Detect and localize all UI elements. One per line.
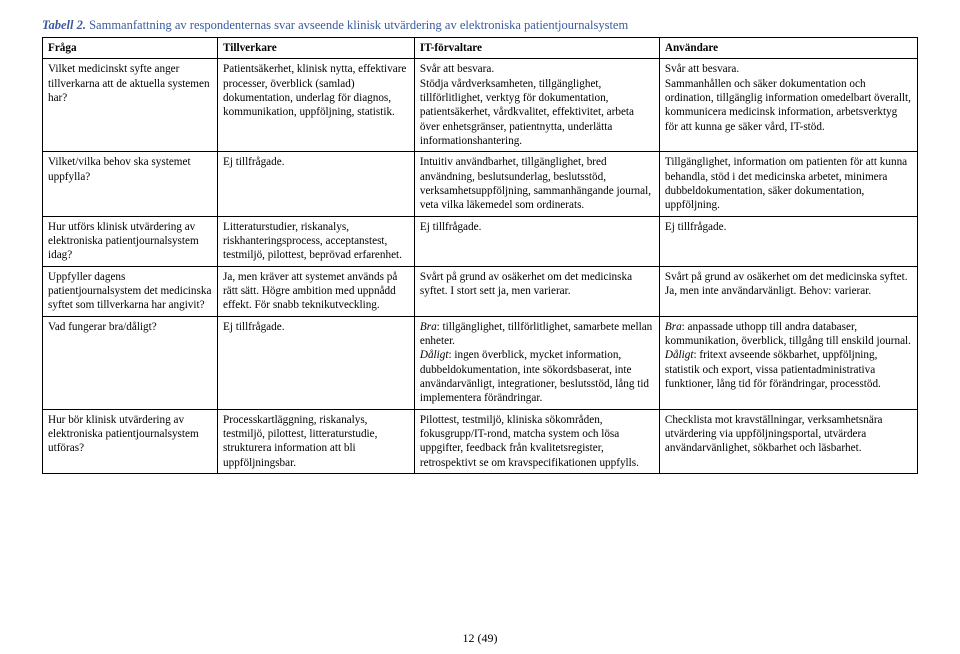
cell-question: Vilket/vilka behov ska systemet uppfylla… (43, 152, 218, 216)
cell-itforvaltare: Bra: tillgänglighet, tillförlitlighet, s… (414, 316, 659, 409)
cell-tillverkare: Ja, men kräver att systemet används på r… (218, 266, 415, 316)
cell-tillverkare: Ej tillfrågade. (218, 152, 415, 216)
page-number: 12 (49) (0, 631, 960, 646)
caption-rest: Sammanfattning av respondenternas svar a… (86, 18, 628, 32)
col-header-fraga: Fråga (43, 38, 218, 59)
table-row: Vilket/vilka behov ska systemet uppfylla… (43, 152, 918, 216)
table-caption: Tabell 2. Sammanfattning av respondenter… (42, 18, 918, 33)
bra-rest: : anpassade uthopp till andra databaser,… (665, 321, 911, 347)
daligt-lead: Dåligt (420, 349, 449, 361)
bra-rest: : tillgänglighet, tillförlitlighet, sama… (420, 321, 652, 347)
cell-anvandare: Bra: anpassade uthopp till andra databas… (659, 316, 917, 409)
cell-itforvaltare: Pilottest, testmiljö, kliniska sökområde… (414, 409, 659, 473)
daligt-rest: : ingen överblick, mycket information, d… (420, 349, 649, 404)
caption-lead: Tabell 2. (42, 18, 86, 32)
cell-itforvaltare: Svår att besvara.Stödja vårdverksamheten… (414, 59, 659, 152)
table-row: Hur bör klinisk utvärdering av elektroni… (43, 409, 918, 473)
cell-tillverkare: Processkartläggning, riskanalys, testmil… (218, 409, 415, 473)
cell-anvandare: Ej tillfrågade. (659, 216, 917, 266)
col-header-anvandare: Användare (659, 38, 917, 59)
table-header-row: Fråga Tillverkare IT-förvaltare Användar… (43, 38, 918, 59)
col-header-tillverkare: Tillverkare (218, 38, 415, 59)
table-row: Vilket medicinskt syfte anger tillverkar… (43, 59, 918, 152)
cell-anvandare: Svårt på grund av osäkerhet om det medic… (659, 266, 917, 316)
cell-itforvaltare: Intuitiv användbarhet, tillgänglighet, b… (414, 152, 659, 216)
cell-tillverkare: Patientsäkerhet, klinisk nytta, effektiv… (218, 59, 415, 152)
summary-table: Fråga Tillverkare IT-förvaltare Användar… (42, 37, 918, 474)
table-row: Vad fungerar bra/dåligt? Ej tillfrågade.… (43, 316, 918, 409)
cell-anvandare: Tillgänglighet, information om patienten… (659, 152, 917, 216)
cell-question: Uppfyller dagens patientjournalsystem de… (43, 266, 218, 316)
cell-question: Hur utförs klinisk utvärdering av elektr… (43, 216, 218, 266)
cell-anvandare: Svår att besvara.Sammanhållen och säker … (659, 59, 917, 152)
table-row: Uppfyller dagens patientjournalsystem de… (43, 266, 918, 316)
cell-anvandare: Checklista mot kravställningar, verksamh… (659, 409, 917, 473)
col-header-itforvaltare: IT-förvaltare (414, 38, 659, 59)
daligt-lead: Dåligt (665, 349, 694, 361)
daligt-rest: : fritext avseende sökbarhet, uppföljnin… (665, 349, 881, 390)
cell-question: Vad fungerar bra/dåligt? (43, 316, 218, 409)
cell-itforvaltare: Ej tillfrågade. (414, 216, 659, 266)
table-row: Hur utförs klinisk utvärdering av elektr… (43, 216, 918, 266)
cell-itforvaltare: Svårt på grund av osäkerhet om det medic… (414, 266, 659, 316)
cell-tillverkare: Litteraturstudier, riskanalys, riskhante… (218, 216, 415, 266)
bra-lead: Bra (420, 321, 437, 333)
bra-lead: Bra (665, 321, 682, 333)
cell-tillverkare: Ej tillfrågade. (218, 316, 415, 409)
cell-question: Vilket medicinskt syfte anger tillverkar… (43, 59, 218, 152)
cell-question: Hur bör klinisk utvärdering av elektroni… (43, 409, 218, 473)
